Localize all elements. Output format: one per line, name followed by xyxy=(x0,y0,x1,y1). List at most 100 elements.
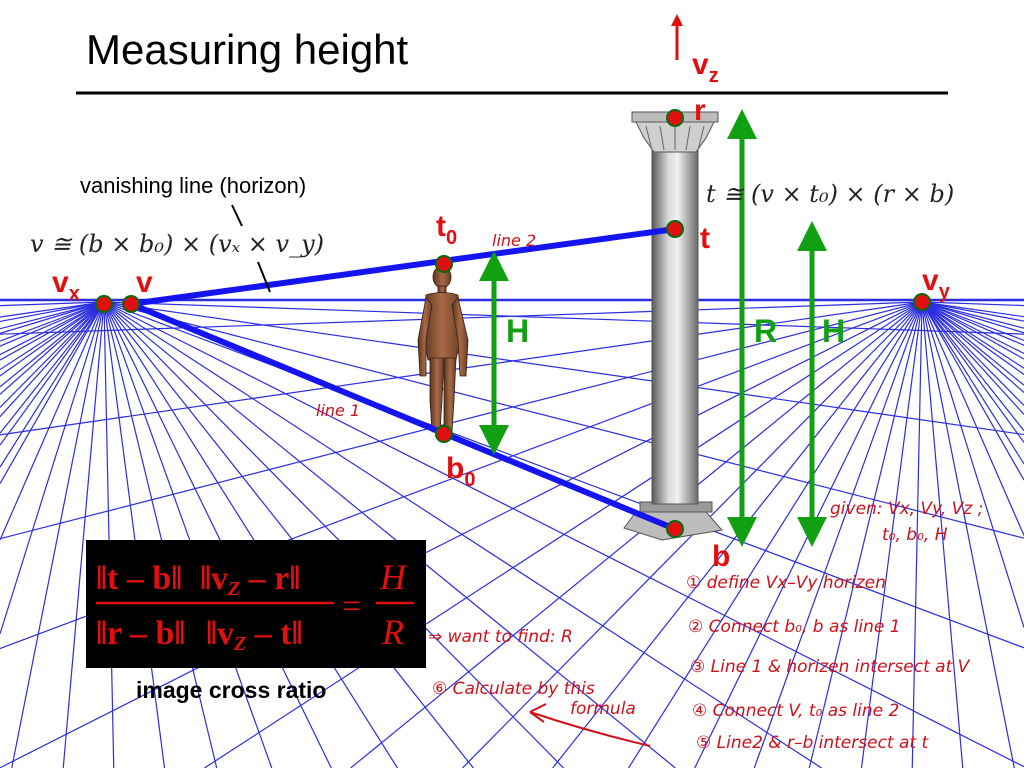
grid-ray-vx-7 xyxy=(103,301,564,768)
points xyxy=(95,109,931,538)
label-H-column: H xyxy=(822,313,845,349)
label-b0: b0 xyxy=(446,452,475,491)
grid-ray-vy-18 xyxy=(921,301,1024,536)
grid-ray-vy-2 xyxy=(0,301,923,540)
grid-ray-vy-11 xyxy=(753,301,923,768)
grid-ray-vy-14 xyxy=(911,301,923,768)
note-step6-line2: formula xyxy=(570,699,636,719)
grid-ray-vy-26 xyxy=(921,301,1024,334)
human-figure xyxy=(417,265,469,433)
grid-ray-vx-5 xyxy=(103,301,822,768)
label-t: t xyxy=(700,222,710,255)
grid-ray-vx-back-9 xyxy=(0,301,105,468)
grid-ray-vy-back-0 xyxy=(921,301,1024,307)
grid-ray-vy-17 xyxy=(921,301,1024,628)
point-vy xyxy=(913,293,931,311)
note-step4: ④ Connect V, t₀ as line 2 xyxy=(692,701,899,721)
grid-ray-vy-21 xyxy=(921,301,1024,415)
grid-ray-vx-3 xyxy=(103,301,1024,649)
note-step1: ① define Vx–Vy horizen xyxy=(686,573,886,593)
formula-v: v ≅ (b × b₀) × (vₓ × v_y) xyxy=(30,230,324,258)
column xyxy=(623,111,723,541)
grid-ray-vx-back-4 xyxy=(0,301,105,356)
grid-ray-vx-11 xyxy=(103,301,273,768)
point-b xyxy=(666,520,684,538)
label-r: r xyxy=(694,94,706,127)
grid-ray-vx-15 xyxy=(62,301,105,768)
cross-ratio-num-left: ‖t – b‖ xyxy=(96,560,182,597)
grid-ray-vx-21 xyxy=(0,301,105,418)
grid-ray-vx-1 xyxy=(103,301,1024,436)
vanishing-line-label: vanishing line (horizon) xyxy=(80,173,306,198)
cross-ratio-den-right: ‖vZ – t‖ xyxy=(206,615,303,655)
label-t0: t0 xyxy=(436,210,457,249)
pointer-tick-2 xyxy=(257,261,271,293)
cross-ratio-formula: ‖t – b‖ ‖vZ – r‖ ‖r – b‖ ‖vZ – t‖ = H R xyxy=(96,557,414,655)
grid-ray-vx-26 xyxy=(0,301,105,334)
grid-ray-vy-back-6 xyxy=(921,301,1024,386)
note-given-1: given: Vx, Vy, Vz ; xyxy=(830,499,983,519)
grid-ray-vy-back-9 xyxy=(921,301,1024,465)
grid-ray-vy-20 xyxy=(921,301,1024,443)
pointer-tick-1 xyxy=(231,204,243,227)
grid-ray-vx-back-6 xyxy=(0,301,105,388)
grid-ray-vx-back-3 xyxy=(0,301,105,342)
grid-ray-vx-10 xyxy=(103,301,332,768)
note-step5: ⑤ Line2 & r–b intersect at t xyxy=(696,733,929,753)
grid-ray-vx-24 xyxy=(0,301,105,361)
label-H-person: H xyxy=(506,313,529,349)
grid-ray-vy-back-3 xyxy=(921,301,1024,341)
grid-ray-vy-4 xyxy=(0,301,923,768)
label-R: R xyxy=(754,313,777,349)
point-t0 xyxy=(435,255,453,273)
note-step6-line1: ⑥ Calculate by this xyxy=(432,679,595,699)
grid-ray-vx-20 xyxy=(0,301,105,446)
note-step2: ② Connect b₀, b as line 1 xyxy=(688,617,901,637)
label-b: b xyxy=(712,540,730,573)
grid-ray-vy-back-8 xyxy=(921,301,1024,432)
perspective-grid xyxy=(0,301,1024,768)
grid-ray-vy-back-5 xyxy=(921,301,1024,369)
cross-ratio-equals: = xyxy=(342,588,361,625)
grid-ray-vy-13 xyxy=(860,301,923,768)
grid-ray-vx-14 xyxy=(103,301,115,768)
grid-ray-vx-back-8 xyxy=(0,301,105,434)
grid-ray-vy-9 xyxy=(628,301,923,768)
grid-ray-vx-back-2 xyxy=(0,301,105,330)
label-vx: vx xyxy=(52,266,80,305)
grid-ray-vy-back-4 xyxy=(921,301,1024,355)
note-given-2: t₀, b₀, H xyxy=(882,525,948,545)
grid-ray-vx-22 xyxy=(0,301,105,395)
label-v: v xyxy=(136,266,153,299)
note-want: ⇒ want to find: R xyxy=(428,627,573,647)
grid-ray-vx-19 xyxy=(0,301,105,484)
grid-ray-vx-12 xyxy=(103,301,218,768)
grid-ray-vx-back-0 xyxy=(0,301,105,307)
grid-ray-vy-24 xyxy=(921,301,1024,360)
grid-ray-vx-6 xyxy=(103,301,676,768)
grid-ray-vx-23 xyxy=(0,301,105,377)
grid-ray-vy-back-1 xyxy=(921,301,1024,318)
point-t xyxy=(666,220,684,238)
grid-ray-vx-back-1 xyxy=(0,301,105,318)
line-1 xyxy=(129,301,677,532)
grid-ray-vy-19 xyxy=(921,301,1024,481)
grid-ray-vx-16 xyxy=(11,301,105,768)
note-step3: ③ Line 1 & horizen intersect at V xyxy=(690,657,971,677)
cross-ratio-den-left: ‖r – b‖ xyxy=(96,615,185,652)
point-v xyxy=(122,295,140,313)
grid-ray-vy-23 xyxy=(921,301,1024,375)
page-title: Measuring height xyxy=(86,26,409,73)
grid-ray-vx-25 xyxy=(0,301,105,347)
line-2 xyxy=(130,226,676,307)
label-vy: vy xyxy=(922,264,951,303)
vz-arrowhead xyxy=(671,14,683,26)
cross-ratio-caption: image cross ratio xyxy=(136,677,326,703)
grid-ray-vx-27 xyxy=(0,301,105,323)
point-b0 xyxy=(435,425,453,443)
grid-ray-vx-17 xyxy=(0,301,105,635)
point-vx xyxy=(95,295,113,313)
note-line1: line 1 xyxy=(316,401,360,420)
formula-t: t ≅ (v × t₀) × (r × b) xyxy=(706,180,954,208)
